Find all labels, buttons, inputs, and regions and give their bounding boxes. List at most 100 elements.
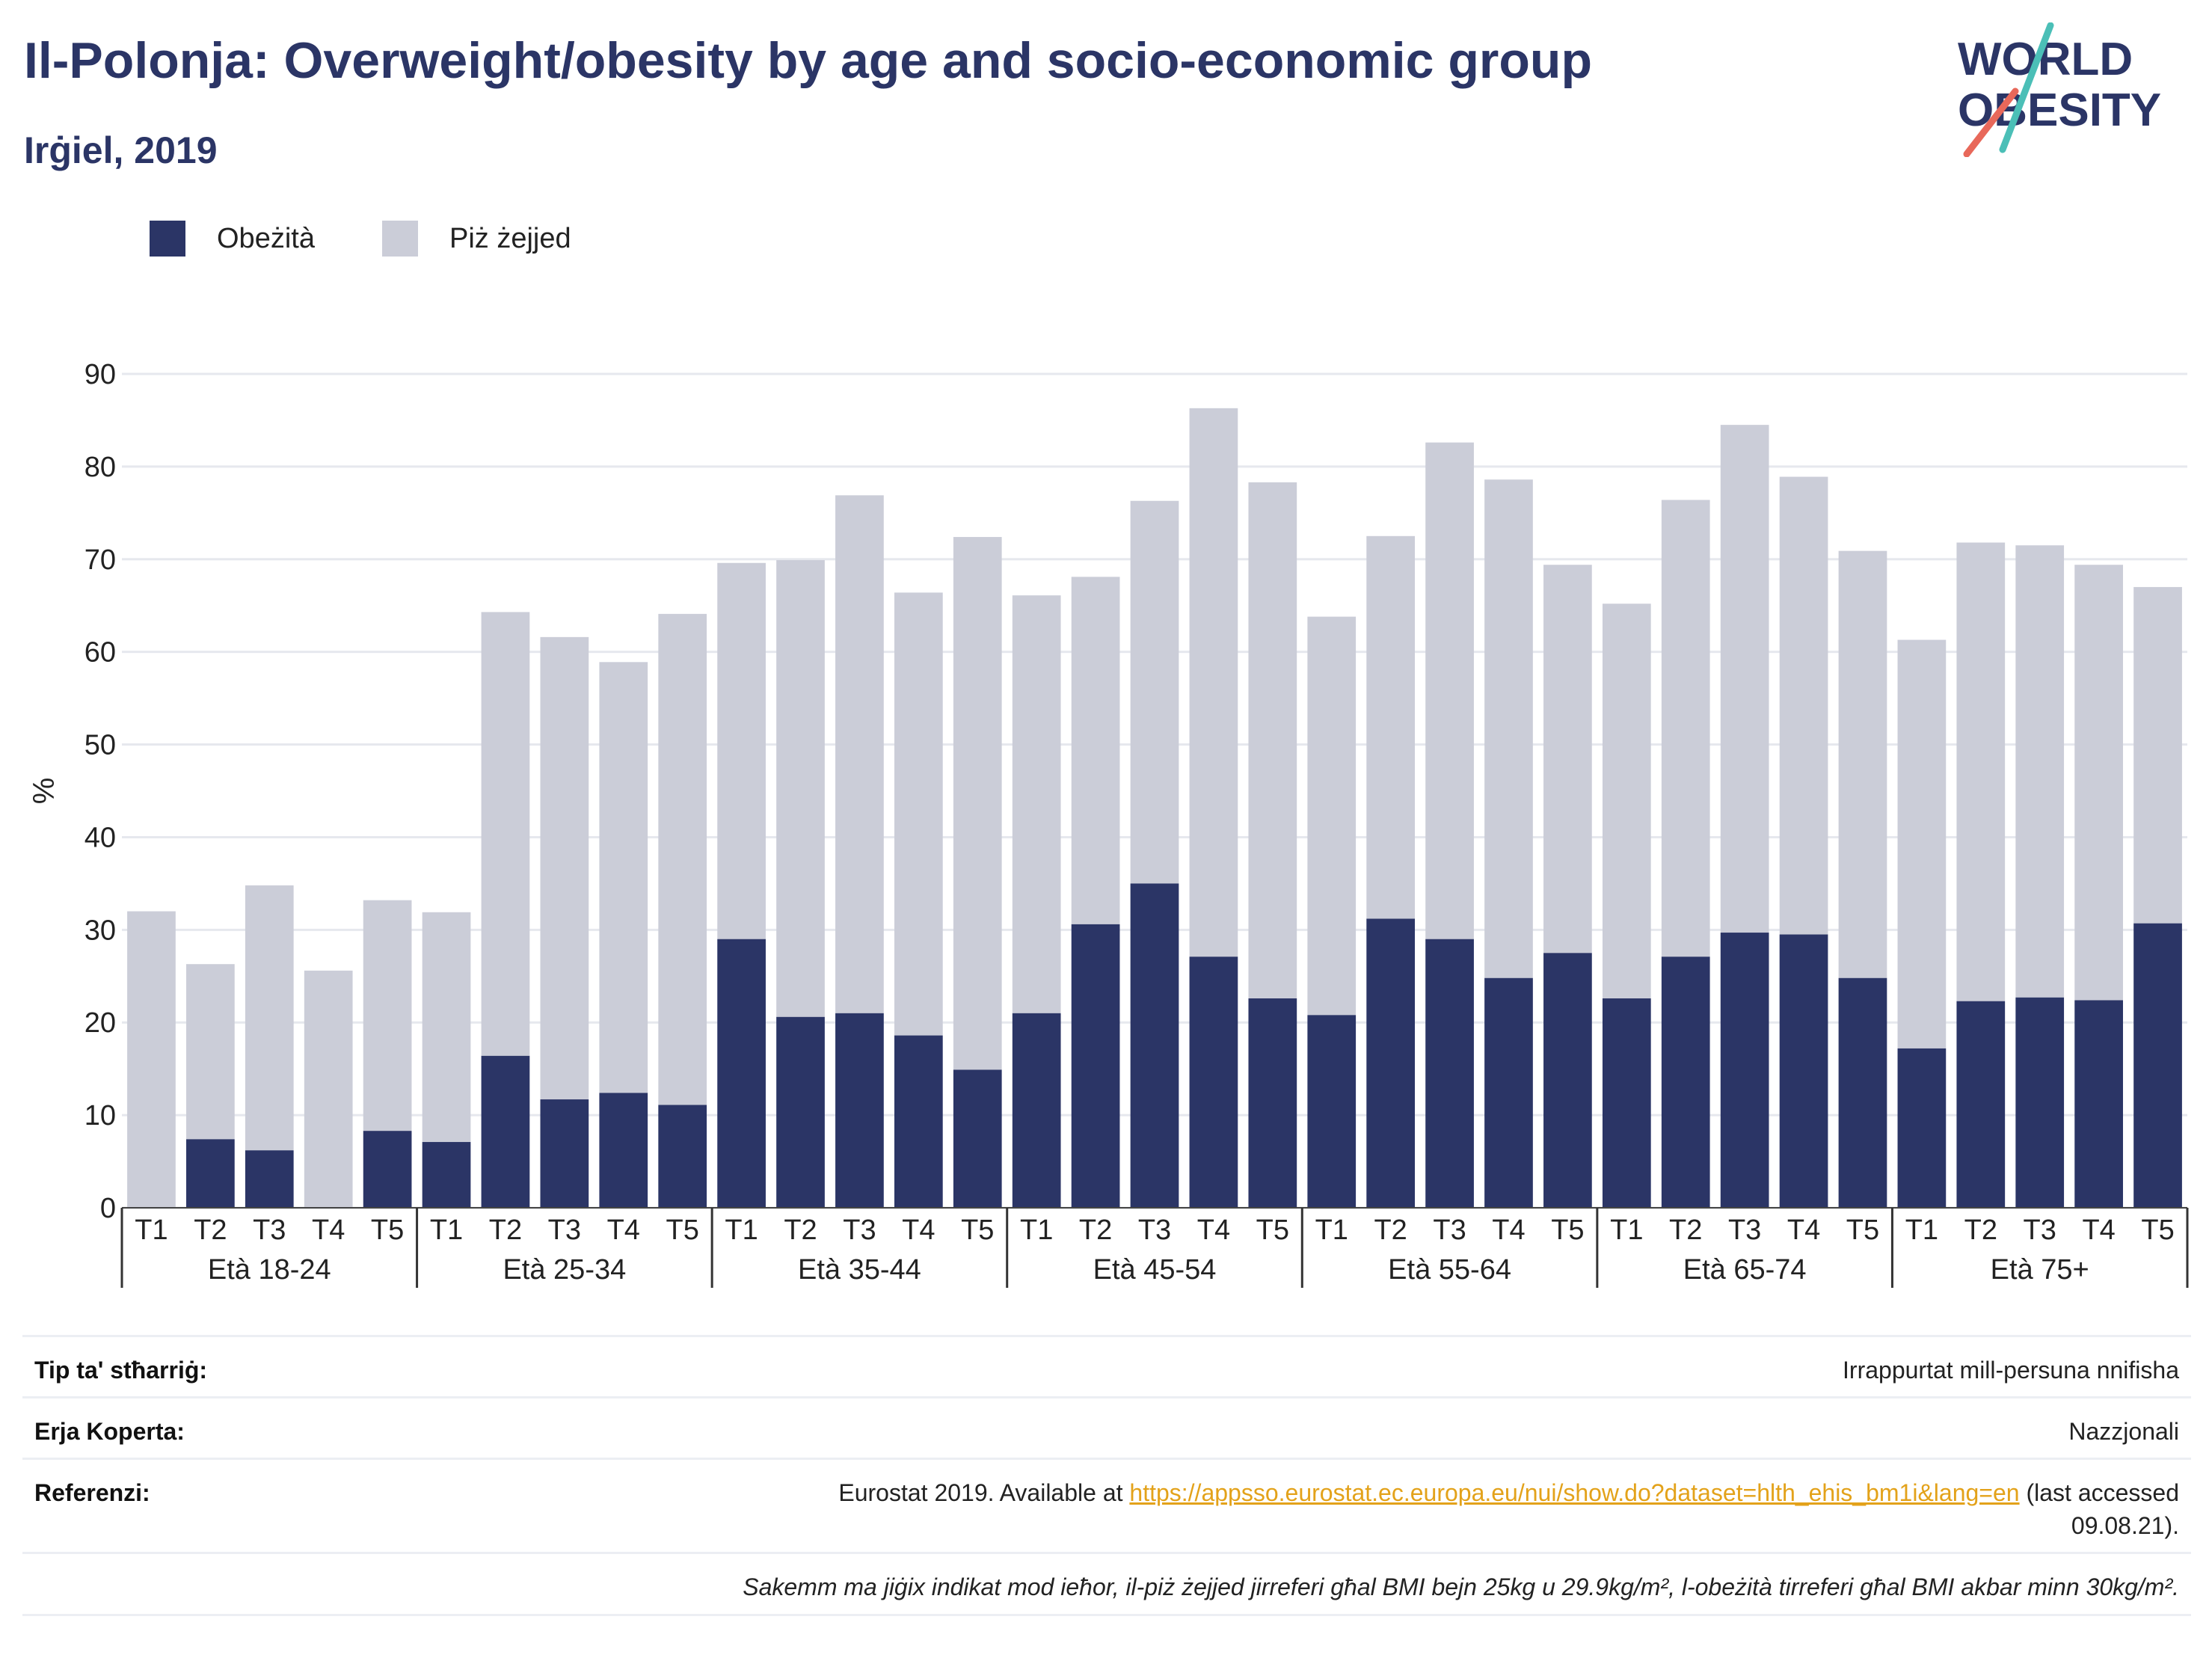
bar-overweight-4-t5 (1248, 482, 1297, 999)
bar-overweight-1-t2 (186, 964, 235, 1140)
x-tick-label-3-t3: T3 (843, 1215, 876, 1246)
bar-obesity-3-t4 (894, 1035, 943, 1208)
x-tick-label-1-t3: T3 (253, 1215, 286, 1246)
bar-overweight-3-t5 (953, 537, 1002, 1070)
bar-obesity-3-t2 (776, 1016, 825, 1208)
group-label-6: Età 65-74 (1683, 1254, 1807, 1286)
bar-overweight-2-t2 (481, 612, 530, 1056)
definition-note: Sakemm ma jiġix indikat mod ieħor, il-pi… (743, 1573, 2179, 1600)
bar-obesity-2-t3 (540, 1099, 589, 1208)
meta-row-note: Sakemm ma jiġix indikat mod ieħor, il-pi… (22, 1552, 2191, 1616)
bar-overweight-2-t1 (422, 912, 471, 1143)
bar-overweight-4-t3 (1130, 500, 1179, 884)
bar-obesity-7-t2 (1956, 1001, 2006, 1208)
bar-obesity-2-t2 (481, 1055, 530, 1208)
bar-overweight-7-t1 (1897, 639, 1947, 1048)
bar-overweight-3-t2 (776, 560, 825, 1017)
x-tick-label-4-t3: T3 (1138, 1215, 1171, 1246)
bar-overweight-4-t4 (1189, 408, 1238, 957)
bar-obesity-4-t4 (1189, 957, 1238, 1208)
meta-row-area: Erja Koperta: Nazzjonali (22, 1396, 2191, 1460)
group-label-2: Età 25-34 (503, 1254, 626, 1286)
x-tick-label-7-t1: T1 (1905, 1215, 1938, 1246)
bar-obesity-4-t5 (1248, 998, 1297, 1208)
reference-link[interactable]: https://appsso.eurostat.ec.europa.eu/nui… (1129, 1479, 2020, 1506)
x-tick-label-2-t2: T2 (489, 1215, 522, 1246)
group-label-7: Età 75+ (1991, 1254, 2089, 1286)
bar-obesity-5-t3 (1425, 939, 1474, 1208)
bar-overweight-7-t4 (2074, 565, 2123, 1001)
x-tick-label-5-t4: T4 (1492, 1215, 1525, 1246)
bar-overweight-1-t4 (304, 970, 353, 1208)
bar-overweight-3-t1 (717, 562, 766, 939)
y-tick-label-30: 30 (85, 915, 116, 946)
x-tick-label-4-t4: T4 (1197, 1215, 1230, 1246)
x-tick-label-3-t4: T4 (902, 1215, 935, 1246)
meta-row-reference: Referenzi: Eurostat 2019. Available at h… (22, 1458, 2191, 1554)
y-tick-label-70: 70 (85, 544, 116, 576)
bar-overweight-6-t5 (1838, 550, 1887, 978)
x-tick-label-6-t4: T4 (1787, 1215, 1820, 1246)
x-tick-label-2-t4: T4 (607, 1215, 640, 1246)
bar-obesity-1-t5 (363, 1131, 412, 1208)
x-tick-label-1-t4: T4 (312, 1215, 345, 1246)
x-tick-label-4-t5: T5 (1256, 1215, 1289, 1246)
x-tick-label-7-t2: T2 (1964, 1215, 1997, 1246)
y-tick-label-80: 80 (85, 452, 116, 483)
x-tick-label-3-t5: T5 (961, 1215, 994, 1246)
bar-overweight-7-t5 (2133, 586, 2182, 924)
bar-overweight-6-t4 (1779, 476, 1828, 935)
bar-obesity-3-t5 (953, 1069, 1002, 1208)
x-tick-label-6-t1: T1 (1610, 1215, 1643, 1246)
y-tick-label-0: 0 (100, 1193, 116, 1224)
legend-label-overweight: Piż żejjed (449, 222, 571, 254)
reference-prefix: Eurostat 2019. Available at (838, 1479, 1130, 1506)
x-tick-label-6-t3: T3 (1728, 1215, 1761, 1246)
bar-obesity-5-t2 (1366, 918, 1416, 1208)
bar-overweight-2-t3 (540, 636, 589, 1100)
meta-label-survey-type: Tip ta' stħarriġ: (34, 1357, 208, 1384)
bar-overweight-5-t3 (1425, 442, 1474, 939)
legend-item-obesity: Obeżità (150, 221, 315, 257)
x-tick-label-4-t1: T1 (1020, 1215, 1053, 1246)
bar-obesity-5-t4 (1484, 977, 1533, 1208)
y-tick-label-10: 10 (85, 1100, 116, 1132)
bar-overweight-6-t1 (1602, 604, 1651, 999)
group-label-1: Età 18-24 (208, 1254, 331, 1286)
bar-obesity-2-t5 (658, 1105, 707, 1208)
reference-accessed-date: 09.08.21). (2071, 1512, 2179, 1539)
x-tick-label-5-t2: T2 (1374, 1215, 1407, 1246)
x-tick-label-7-t4: T4 (2082, 1215, 2115, 1246)
bar-obesity-7-t3 (2015, 997, 2065, 1208)
bar-obesity-1-t2 (186, 1139, 235, 1208)
legend-swatch-obesity (150, 221, 185, 257)
bar-overweight-7-t2 (1956, 542, 2006, 1001)
x-tick-label-7-t5: T5 (2141, 1215, 2174, 1246)
meta-value-reference: Eurostat 2019. Available at https://apps… (838, 1476, 2179, 1542)
x-tick-label-2-t1: T1 (430, 1215, 463, 1246)
group-label-3: Età 35-44 (798, 1254, 921, 1286)
chart-title: Il-Polonja: Overweight/obesity by age an… (24, 32, 1592, 89)
bar-obesity-2-t1 (422, 1142, 471, 1208)
chart-subtitle: Irġiel, 2019 (24, 129, 218, 171)
x-tick-label-1-t2: T2 (194, 1215, 227, 1246)
bar-overweight-5-t1 (1307, 616, 1357, 1016)
bar-obesity-5-t1 (1307, 1015, 1357, 1208)
bar-overweight-1-t3 (245, 885, 294, 1151)
bar-overweight-3-t3 (835, 495, 884, 1013)
x-tick-label-6-t5: T5 (1846, 1215, 1879, 1246)
logo-line2: OBESITY (1958, 85, 2161, 136)
bar-overweight-6-t3 (1720, 425, 1769, 933)
reference-suffix: (last accessed (2019, 1479, 2179, 1506)
bar-overweight-7-t3 (2015, 545, 2065, 998)
legend-item-overweight: Piż żejjed (381, 221, 571, 257)
bar-obesity-6-t3 (1720, 933, 1769, 1208)
bar-obesity-2-t4 (599, 1093, 648, 1208)
x-tick-label-5-t5: T5 (1551, 1215, 1584, 1246)
bar-overweight-4-t1 (1012, 595, 1061, 1013)
bar-obesity-6-t5 (1838, 977, 1887, 1208)
bar-obesity-3-t1 (717, 939, 766, 1208)
x-tick-label-3-t2: T2 (784, 1215, 817, 1246)
x-tick-label-6-t2: T2 (1669, 1215, 1702, 1246)
bar-obesity-3-t3 (835, 1013, 884, 1208)
